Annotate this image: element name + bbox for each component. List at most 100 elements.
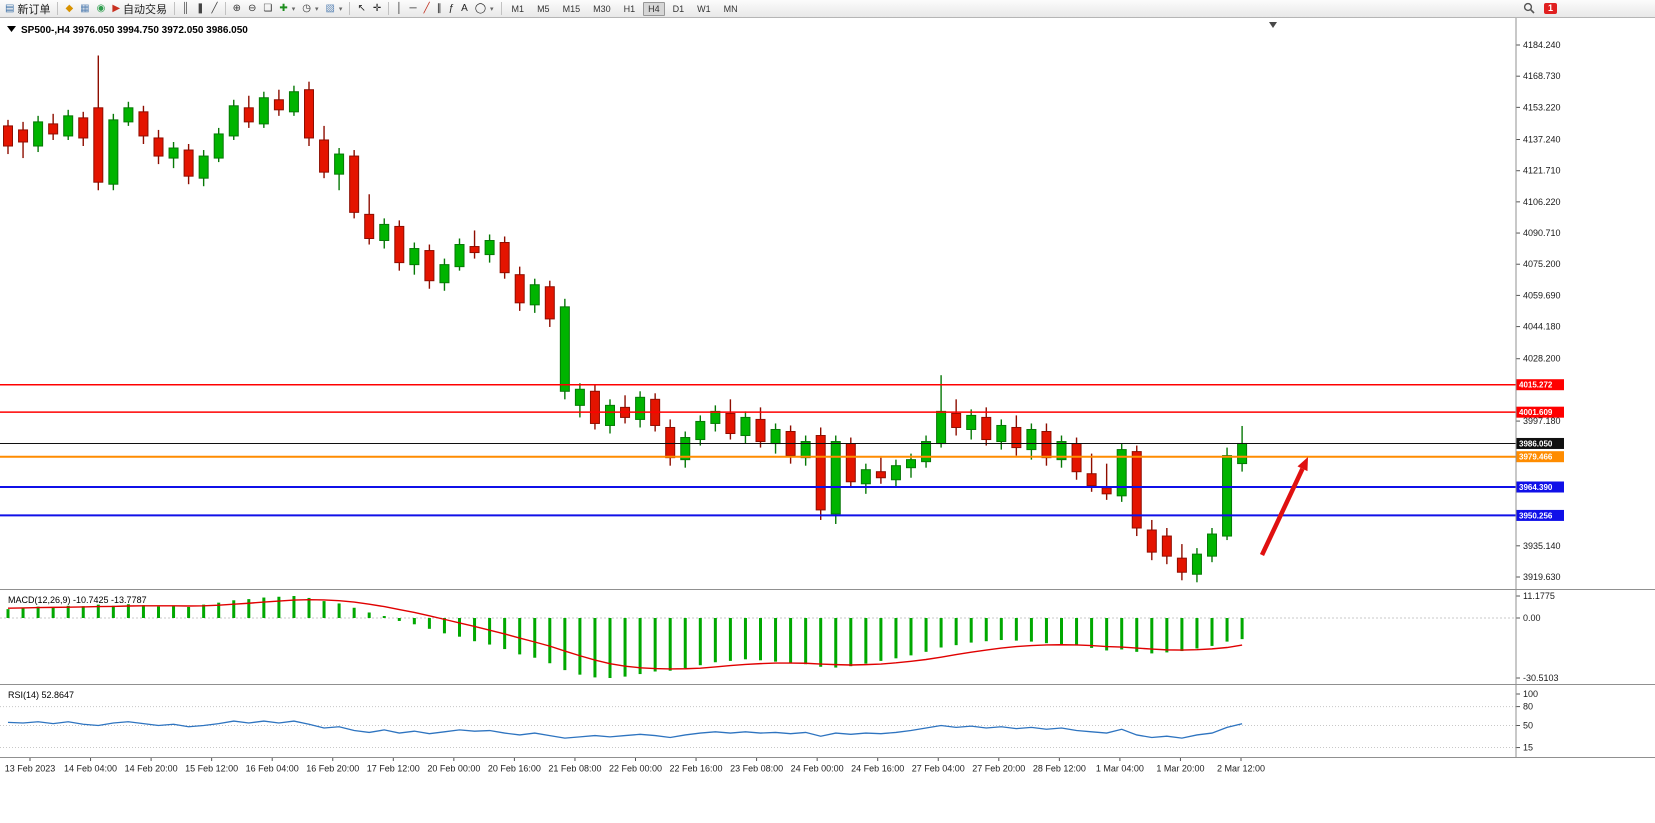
macd-histogram-bar: [473, 618, 477, 642]
zoom-in-icon: ⊕: [232, 2, 241, 14]
timeframe-m15[interactable]: M15: [562, 3, 581, 14]
timeframe-mn[interactable]: MN: [723, 3, 738, 14]
line-chart-icon: ╱: [211, 2, 218, 14]
tile-windows-icon[interactable]: ❏: [260, 1, 275, 17]
algo-trading-button[interactable]: ▶ 自动交易: [109, 1, 170, 17]
macd-histogram-bar: [593, 618, 597, 678]
time-tick-label: 24 Feb 16:00: [851, 764, 904, 774]
time-tick-label: 1 Mar 04:00: [1096, 764, 1144, 774]
toolbar-separator: [349, 2, 351, 15]
macd-histogram-bar: [1044, 618, 1048, 644]
line-chart-icon[interactable]: ╱: [209, 1, 221, 17]
channel-icon[interactable]: ∥: [434, 1, 445, 17]
candlestick-chart-icon[interactable]: ❚: [193, 1, 207, 17]
horizontal-line-icon[interactable]: ─: [406, 1, 419, 17]
macd-histogram-bar: [277, 596, 281, 618]
indicators-button[interactable]: ✚ ▾: [276, 1, 298, 17]
timeframe-m1[interactable]: M1: [511, 3, 525, 14]
horizontal-line-objects[interactable]: [0, 383, 1516, 517]
cursor-icon[interactable]: ↖: [354, 1, 368, 17]
rsi-label: RSI(14) 52.8647: [8, 690, 74, 700]
periods-button[interactable]: ◷ ▾: [299, 1, 321, 17]
new-order-button[interactable]: ▤ 新订单: [2, 1, 53, 17]
macd-histogram-bar: [548, 618, 552, 664]
macd-histogram-bar: [1210, 618, 1214, 646]
templates-button: ▧: [325, 2, 335, 14]
time-tick-label: 22 Feb 00:00: [609, 764, 662, 774]
rsi-tick-label: 50: [1523, 721, 1533, 731]
chevron-down-icon: ▾: [314, 5, 319, 13]
timeframe-d1[interactable]: D1: [672, 3, 685, 14]
macd-histogram-bar: [1060, 618, 1063, 644]
bar-chart-icon: ║: [182, 2, 190, 14]
time-tick-label: 20 Feb 16:00: [488, 764, 541, 774]
macd-histogram-bar: [894, 618, 898, 659]
timeframe-m30[interactable]: M30: [593, 3, 611, 14]
macd-histogram-bar: [1165, 618, 1169, 653]
bar-chart-icon[interactable]: ║: [179, 1, 192, 17]
price-tick-label: 4090.710: [1523, 228, 1561, 238]
macd-histogram-bar: [834, 618, 838, 668]
templates-button[interactable]: ▧ ▾: [322, 1, 345, 17]
macd-histogram-bar: [337, 603, 341, 618]
macd-histogram-bar: [1195, 618, 1199, 649]
macd-histogram-bar: [1150, 618, 1154, 654]
price-tick-label: 4121.710: [1523, 166, 1561, 176]
price-tick-label: 4168.730: [1523, 71, 1561, 81]
price-tick-label: 4044.180: [1523, 322, 1561, 332]
new-order-button-label: 新订单: [17, 3, 51, 16]
community-icon[interactable]: ◉: [94, 1, 109, 17]
algo-trading-button-label: 自动交易: [123, 3, 168, 16]
macd-histogram-bar: [81, 606, 85, 618]
price-tag: [1516, 451, 1564, 463]
rsi-tick-label: 80: [1523, 702, 1533, 712]
crosshair-icon[interactable]: ✛: [370, 1, 384, 17]
trendline-icon[interactable]: ╱: [421, 1, 433, 17]
price-tick-label: 4137.240: [1523, 134, 1561, 144]
panel-borders: [0, 18, 1655, 758]
shapes-button[interactable]: ◯ ▾: [472, 1, 497, 17]
time-tick-label: 20 Feb 00:00: [427, 764, 480, 774]
macd-histogram-bar: [217, 602, 221, 618]
chevron-down-icon: ▾: [338, 5, 343, 13]
arrow-annotation[interactable]: [1259, 457, 1308, 556]
macd-histogram-bar: [608, 618, 612, 679]
time-axis: 13 Feb 2023 14 Feb 04:00 14 Feb 20:00 15 Fe…: [5, 757, 1265, 774]
macd-histogram-bar: [939, 618, 943, 648]
timeframe-h4[interactable]: H4: [643, 1, 665, 16]
timeframe-w1[interactable]: W1: [697, 3, 711, 14]
macd-histogram-bar: [728, 618, 732, 661]
macd-histogram-bar: [1014, 618, 1018, 641]
market-watch-icon[interactable]: ◆: [62, 1, 76, 17]
up-arrow-shaft[interactable]: [1259, 467, 1305, 556]
price-tag: [1516, 379, 1564, 391]
zoom-in-icon[interactable]: ⊕: [230, 1, 244, 17]
up-arrow-head[interactable]: [1297, 457, 1308, 472]
macd-histogram-bar: [518, 618, 522, 655]
shapes-button: ◯: [474, 2, 487, 14]
search-icon[interactable]: [1523, 2, 1536, 15]
toolbar-right: 1: [1523, 2, 1653, 15]
fibonacci-icon[interactable]: ƒ: [446, 1, 458, 17]
macd-histogram-bar: [683, 618, 687, 669]
tile-windows-icon: ❏: [263, 2, 273, 14]
macd-histogram-bar: [864, 618, 868, 664]
macd-histogram-bar: [909, 618, 913, 656]
time-tick-label: 14 Feb 20:00: [125, 764, 178, 774]
one-click-trading-toggle[interactable]: [7, 26, 16, 32]
time-tick-label: 27 Feb 20:00: [972, 764, 1025, 774]
macd-histogram-bar: [743, 618, 747, 660]
macd-histogram-bar: [533, 618, 537, 658]
macd-histogram-bar: [879, 618, 883, 661]
macd-histogram-bar: [623, 618, 627, 677]
timeframe-h1[interactable]: H1: [623, 3, 636, 14]
vertical-line-icon[interactable]: │: [393, 1, 405, 17]
data-window-icon[interactable]: ▦: [77, 1, 92, 17]
zoom-out-icon[interactable]: ⊖: [245, 1, 259, 17]
text-tool-icon[interactable]: A: [458, 1, 471, 17]
notification-badge[interactable]: 1: [1543, 3, 1557, 14]
macd-histogram-bar: [954, 618, 958, 646]
rsi-tick-label: 100: [1523, 689, 1538, 699]
macd-histogram-bar: [1225, 618, 1229, 642]
timeframe-m5[interactable]: M5: [537, 3, 550, 14]
